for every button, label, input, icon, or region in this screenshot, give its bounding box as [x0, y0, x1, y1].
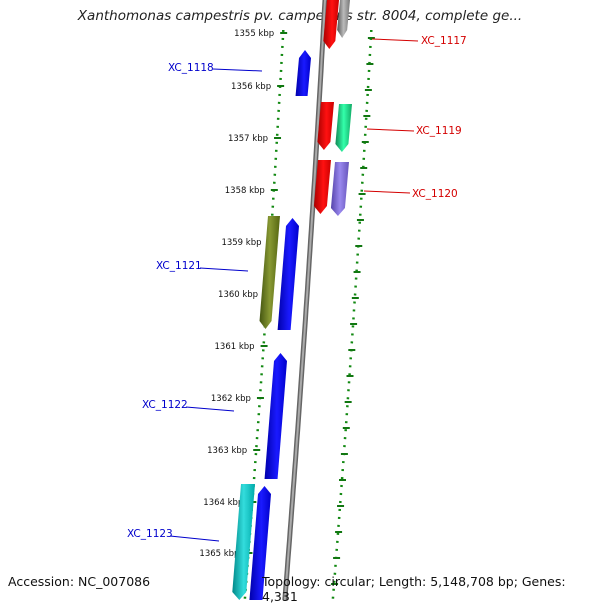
gene-leader-line: [185, 406, 235, 412]
gene-label-xc-1123[interactable]: XC_1123: [127, 528, 173, 540]
gene-label-xc-1122[interactable]: XC_1122: [142, 399, 188, 411]
gene-label-xc-1117[interactable]: XC_1117: [421, 35, 467, 47]
kbp-tick-label: 1357 kbp: [228, 134, 268, 144]
gene-leader-line: [366, 128, 415, 132]
gene-label-xc-1120[interactable]: XC_1120: [412, 188, 458, 200]
accession-text: Accession: NC_007086: [8, 574, 151, 589]
kbp-tick-label: 1363 kbp: [207, 446, 247, 456]
feature-arrow-xc1118[interactable]: [295, 50, 311, 96]
backbone-highlight: [283, 0, 326, 600]
kbp-tick-label: 1359 kbp: [221, 238, 261, 248]
gene-label-xc-1118[interactable]: XC_1118: [168, 62, 214, 74]
feature-layer[interactable]: [232, 0, 352, 600]
feature-arrow-xc1117[interactable]: [323, 0, 339, 49]
kbp-tick-label: 1361 kbp: [215, 342, 255, 352]
feature-block-xc1123[interactable]: [232, 484, 255, 600]
feature-block-xc1120[interactable]: [330, 162, 349, 216]
kbp-tick-label: 1358 kbp: [225, 186, 265, 196]
feature-arrow-xc1122[interactable]: [264, 353, 287, 479]
kbp-tick-label: 1364 kbp: [203, 498, 243, 508]
ring-layer: [243, 0, 375, 600]
gene-label-layer[interactable]: XC_1117 XC_1118 XC_1119 XC_1120 XC_1121 XC_11…: [127, 35, 467, 542]
kbp-tick-label: 1362 kbp: [211, 394, 251, 404]
kbp-tick-label: 1356 kbp: [231, 82, 271, 92]
feature-arrow-xc1120a[interactable]: [313, 160, 331, 214]
feature-block-grey[interactable]: [337, 0, 350, 38]
feature-block-xc1119[interactable]: [335, 104, 352, 152]
gene-leader-line: [169, 535, 220, 542]
gene-leader-line: [371, 38, 419, 42]
feature-arrow-xc1119a[interactable]: [317, 102, 334, 150]
tick-layer: 1355 kbp 1356 kbp 1357 kbp 1358 kbp 1359 kbp…: [199, 29, 288, 559]
gene-leader-line: [212, 68, 263, 72]
map-title: Xanthomonas campestris pv. campestris st…: [77, 8, 523, 24]
gene-label-xc-1119[interactable]: XC_1119: [416, 125, 462, 137]
gene-leader-line: [363, 190, 411, 194]
kbp-tick-label: 1355 kbp: [234, 29, 274, 39]
gene-leader-line: [199, 267, 249, 272]
kbp-tick-label: 1360 kbp: [218, 290, 258, 300]
feature-arrow-xc1121[interactable]: [277, 218, 299, 330]
kbp-tick-label: 1365 kbp: [199, 549, 239, 559]
feature-block-xc1121[interactable]: [259, 216, 280, 329]
gene-label-xc-1121[interactable]: XC_1121: [156, 260, 202, 272]
feature-arrow-xc1123[interactable]: [249, 486, 271, 600]
